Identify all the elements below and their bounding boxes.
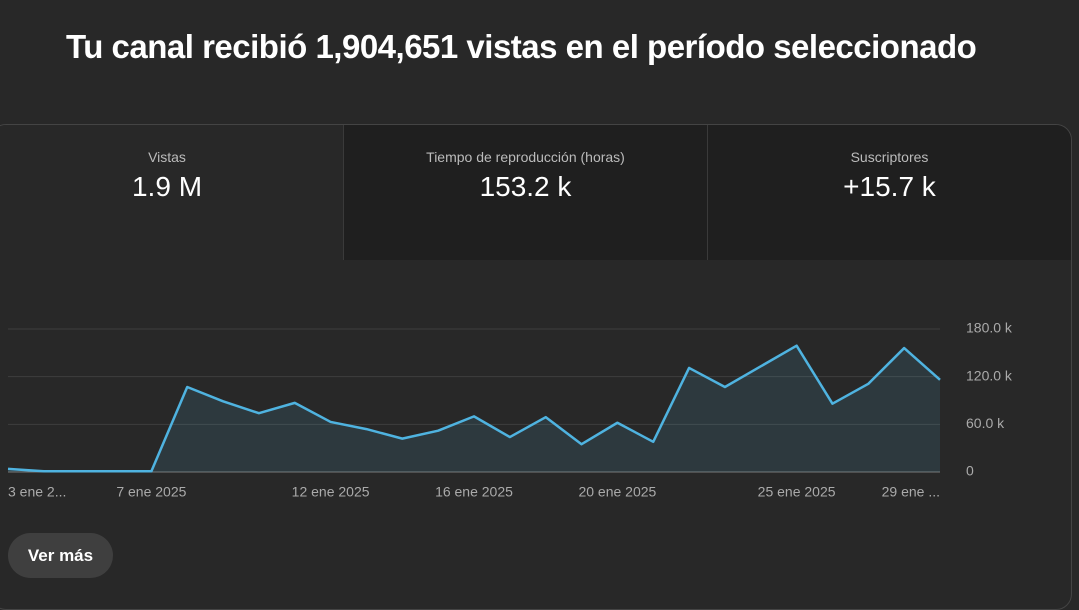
tab-value: 153.2 k	[479, 171, 572, 202]
tab-value: +15.7 k	[843, 171, 936, 202]
tab-label: Tiempo de reproducción (horas)	[426, 149, 625, 165]
x-tick-label: 7 ene 2025	[116, 484, 186, 500]
area	[8, 345, 940, 472]
tab-value: 1.9 M	[131, 171, 203, 202]
tab-label: Vistas	[148, 149, 186, 165]
x-tick-label: 3 ene 2...	[8, 484, 66, 500]
x-tick-label: 16 ene 2025	[435, 484, 513, 500]
y-tick-label: 0	[966, 463, 974, 479]
tab-label: Suscriptores	[850, 149, 929, 165]
x-tick-label: 29 ene ...	[882, 484, 940, 500]
metric-tab[interactable]: Vistas 1.9 M	[0, 125, 343, 260]
analytics-card: Vistas 1.9 M Tiempo de reproducción (hora…	[0, 124, 1072, 610]
line	[7, 344, 941, 473]
y-tick-label: 60.0 k	[966, 415, 1005, 431]
metric-tab[interactable]: Tiempo de reproducción (horas) 153.2 k	[343, 125, 707, 260]
page-title: Tu canal recibió 1,904,651 vistas en el …	[66, 28, 977, 65]
see-more-button[interactable]: Ver más	[8, 533, 113, 578]
x-tick-label: 25 ene 2025	[758, 484, 836, 500]
y-tick-label: 180.0 k	[966, 320, 1013, 336]
x-tick-label: 12 ene 2025	[292, 484, 370, 500]
metric-tab[interactable]: Suscriptores +15.7 k	[707, 125, 1071, 260]
y-tick-label: 120.0 k	[966, 367, 1013, 383]
x-tick-label: 20 ene 2025	[578, 484, 656, 500]
